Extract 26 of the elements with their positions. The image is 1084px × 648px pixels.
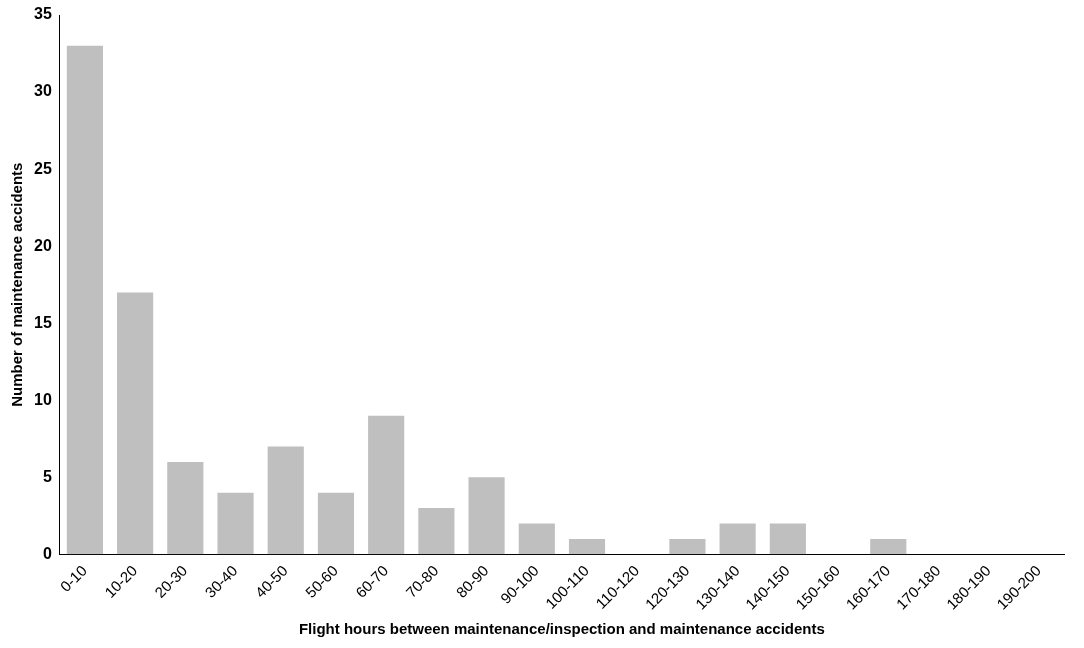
x-axis-title: Flight hours between maintenance/inspection and maintenance accidents (298, 620, 825, 638)
bar (870, 538, 907, 555)
bar (468, 477, 505, 555)
y-tick-label: 35 (34, 5, 52, 23)
bar (518, 523, 555, 555)
bar (117, 292, 154, 555)
bar (719, 523, 756, 555)
bar (66, 45, 103, 555)
bar (167, 461, 204, 555)
bar (267, 446, 304, 555)
y-tick-label: 15 (34, 313, 52, 331)
y-tick-label: 25 (34, 159, 52, 177)
bar (368, 415, 405, 555)
y-axis-title: Number of maintenance accidents (8, 162, 26, 407)
y-tick-label: 20 (34, 236, 52, 254)
y-tick-label: 0 (42, 544, 52, 562)
bar (568, 538, 606, 555)
x-tick-label: 0-10 (56, 561, 90, 595)
bar (317, 492, 355, 555)
bar (217, 492, 254, 555)
bar (669, 538, 706, 555)
y-tick-label: 10 (34, 390, 52, 408)
y-tick-label: 5 (42, 467, 52, 485)
bar (418, 508, 455, 555)
bar (769, 523, 806, 555)
y-tick-label: 30 (34, 82, 52, 100)
